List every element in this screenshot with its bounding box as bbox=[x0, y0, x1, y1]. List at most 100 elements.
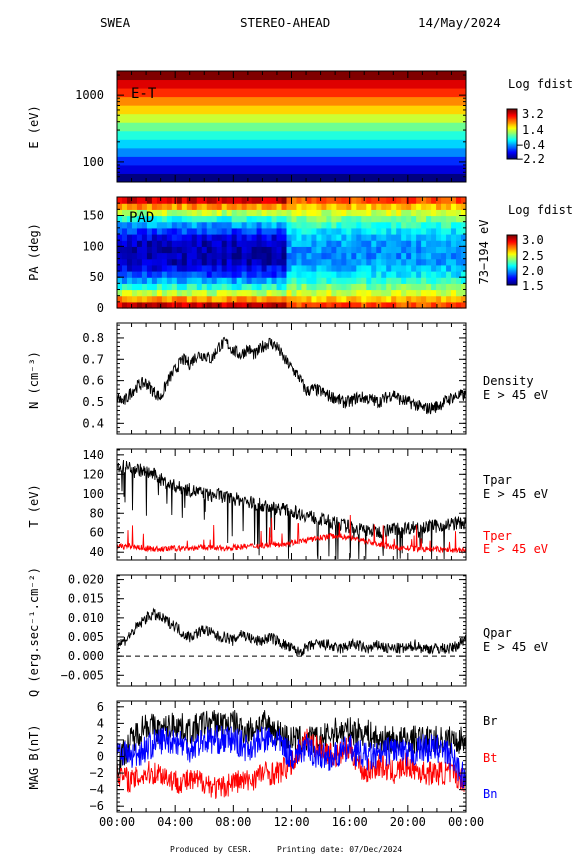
pad-cell bbox=[231, 252, 238, 260]
pad-cell bbox=[451, 289, 457, 297]
pad-cell bbox=[131, 252, 138, 260]
pad-cell bbox=[156, 283, 163, 291]
pad-cell bbox=[301, 283, 308, 291]
pad-cell bbox=[211, 264, 218, 272]
pad-cell bbox=[211, 240, 218, 247]
pad-cell bbox=[401, 234, 407, 241]
pad-cell bbox=[381, 283, 387, 291]
pad-cell bbox=[256, 215, 263, 223]
pad-cell bbox=[196, 271, 203, 278]
pad-cell bbox=[341, 234, 347, 241]
pad-cell bbox=[361, 258, 367, 266]
series-line-bn bbox=[116, 725, 467, 789]
pad-cell bbox=[171, 240, 178, 247]
pad-cell bbox=[371, 209, 377, 217]
pad-cell bbox=[146, 252, 153, 260]
pad-cell bbox=[451, 234, 457, 241]
pad-cell bbox=[391, 295, 397, 303]
pad-cell bbox=[391, 221, 397, 229]
pad-cell bbox=[346, 301, 352, 309]
pad-cell bbox=[451, 197, 457, 204]
pad-cell bbox=[196, 277, 203, 284]
pad-cell bbox=[256, 246, 263, 254]
pad-cell bbox=[356, 277, 362, 284]
pad-cell bbox=[351, 227, 357, 235]
pad-cell bbox=[226, 197, 233, 204]
y-tick-label: 0.5 bbox=[82, 395, 104, 409]
pad-cell bbox=[251, 258, 258, 266]
pad-cell bbox=[321, 203, 327, 210]
pad-cell bbox=[141, 221, 148, 229]
pad-cell bbox=[311, 295, 318, 303]
pad-cell bbox=[326, 264, 332, 272]
pad-cell bbox=[411, 209, 417, 217]
pad-cell bbox=[117, 283, 123, 291]
pad-cell bbox=[426, 258, 432, 266]
pad-cell bbox=[176, 283, 183, 291]
pad-cell bbox=[416, 234, 422, 241]
pad-cell bbox=[321, 209, 327, 217]
pad-cell bbox=[236, 203, 243, 210]
pad-cell bbox=[361, 203, 367, 210]
pad-cell bbox=[206, 246, 213, 254]
pad-cell bbox=[266, 221, 273, 229]
pad-cell bbox=[281, 209, 288, 217]
pad-label: PAD bbox=[129, 210, 154, 226]
pad-cell bbox=[401, 277, 407, 284]
energy-band bbox=[117, 147, 466, 157]
energy-band bbox=[117, 139, 466, 149]
pad-cell bbox=[456, 240, 462, 247]
y-tick-label: 0 bbox=[97, 750, 104, 764]
colorbar-cell bbox=[507, 261, 517, 263]
pad-cell bbox=[386, 277, 392, 284]
colorbar-cell bbox=[507, 267, 517, 270]
pad-cell bbox=[391, 264, 397, 272]
pad-cell bbox=[361, 246, 367, 254]
y-tick-label: 40 bbox=[90, 545, 104, 559]
mag-axis-label: MAG B(nT) bbox=[27, 724, 41, 789]
pad-cell bbox=[117, 289, 123, 297]
pad-colorbar-ticks: 3.0 2.5 2.0 1.5 bbox=[522, 233, 544, 293]
pad-cell bbox=[416, 246, 422, 254]
pad-cell bbox=[346, 252, 352, 260]
pad-cell bbox=[336, 289, 342, 297]
density-series-sub: E > 45 eV bbox=[483, 388, 548, 402]
pad-cell bbox=[266, 197, 273, 204]
pad-cell bbox=[171, 289, 178, 297]
pad-cell bbox=[256, 209, 263, 217]
pad-cell bbox=[351, 246, 357, 254]
pad-cell bbox=[371, 289, 377, 297]
br-series-name: Br bbox=[483, 714, 497, 728]
energy-cbar-tick: −0.4 bbox=[516, 138, 545, 152]
pad-cell bbox=[416, 258, 422, 266]
pad-cell bbox=[126, 264, 133, 272]
pad-cell bbox=[456, 289, 462, 297]
pad-cell bbox=[236, 289, 243, 297]
tper-series-name: Tper bbox=[483, 529, 512, 543]
pad-cell bbox=[366, 283, 372, 291]
pad-cell bbox=[346, 289, 352, 297]
pad-cell bbox=[126, 277, 133, 284]
pad-cell bbox=[456, 227, 462, 235]
colorbar-cell bbox=[507, 251, 517, 253]
pad-cell bbox=[256, 277, 263, 284]
pad-cell bbox=[211, 295, 218, 303]
pad-cell bbox=[156, 295, 163, 303]
pad-cell bbox=[211, 215, 218, 223]
pad-cell bbox=[136, 271, 143, 278]
pad-cell bbox=[311, 289, 318, 297]
pad-cell bbox=[206, 301, 213, 309]
pad-cell bbox=[276, 277, 283, 284]
pad-cell bbox=[176, 258, 183, 266]
pad-cell bbox=[441, 240, 447, 247]
pad-cell bbox=[121, 240, 128, 247]
pad-cell bbox=[441, 197, 447, 204]
pad-cell bbox=[156, 289, 163, 297]
pad-cell bbox=[291, 209, 298, 217]
pad-cell bbox=[231, 240, 238, 247]
pad-cell bbox=[171, 209, 178, 217]
pad-cell bbox=[151, 197, 158, 204]
pad-cell bbox=[236, 252, 243, 260]
pad-cell bbox=[321, 271, 327, 278]
pad-cell bbox=[356, 271, 362, 278]
